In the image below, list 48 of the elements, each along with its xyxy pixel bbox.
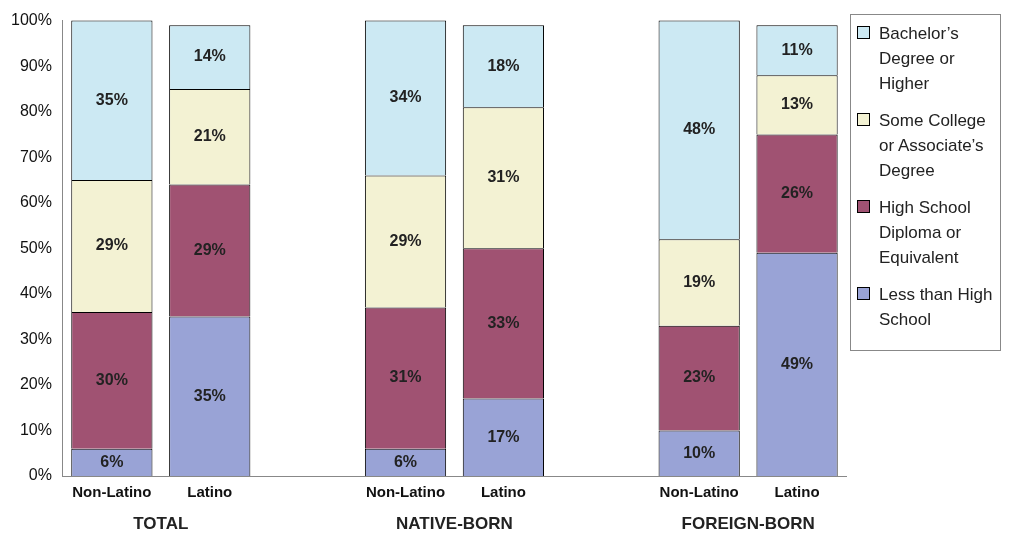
x-tick-label: Non-Latino	[659, 483, 739, 501]
data-label: 19%	[683, 272, 716, 290]
data-label: 29%	[193, 240, 226, 258]
data-label: 31%	[389, 368, 422, 386]
data-label: 10%	[683, 443, 716, 461]
y-tick-label: 80%	[19, 102, 52, 120]
data-label: 6%	[100, 452, 124, 470]
data-label: 49%	[781, 354, 814, 372]
legend-label: Less than High School	[879, 284, 994, 331]
data-label: 18%	[487, 56, 520, 74]
y-tick-label: 0%	[28, 466, 52, 484]
y-tick-label: 30%	[19, 329, 52, 347]
data-label: 35%	[193, 386, 226, 404]
text: FOREIGN-BORN	[681, 513, 815, 533]
data-label: 29%	[95, 236, 128, 254]
x-tick-label: Non-Latino	[72, 483, 152, 501]
legend-label: High School Diploma or Equivalent	[879, 197, 972, 269]
data-label: 11%	[781, 40, 813, 58]
data-label: 30%	[95, 370, 128, 388]
text: NATIVE-BORN	[396, 513, 513, 533]
data-label: 13%	[781, 95, 814, 113]
x-tick-label: Latino	[187, 483, 233, 501]
x-tick-label: Non-Latino	[365, 483, 446, 501]
data-label: 14%	[193, 47, 226, 65]
y-tick-label: 60%	[19, 193, 52, 211]
data-label: 23%	[683, 368, 716, 386]
data-label: 31%	[487, 168, 520, 186]
data-label: 29%	[389, 231, 422, 249]
y-tick-label: 100%	[11, 11, 52, 29]
text: TOTAL	[133, 513, 189, 533]
y-tick-label: 10%	[19, 420, 52, 438]
data-label: 34%	[389, 88, 422, 106]
legend-label: Bachelor’s Degree or Higher	[879, 23, 960, 95]
data-label: 48%	[683, 120, 716, 138]
y-tick-label: 50%	[19, 238, 52, 256]
y-tick-label: 90%	[19, 56, 52, 74]
y-tick-label: 70%	[19, 147, 52, 165]
data-label: 35%	[95, 90, 128, 108]
legend-label: Some College or Associate’s Degree	[879, 110, 987, 182]
data-label: 21%	[193, 127, 226, 145]
data-label: 6%	[393, 452, 418, 470]
data-label: 33%	[487, 313, 520, 331]
data-label: 26%	[781, 184, 814, 202]
x-tick-label: Latino	[774, 483, 820, 501]
data-label: 17%	[487, 427, 520, 445]
y-tick-label: 20%	[19, 375, 52, 393]
x-tick-label: Latino	[480, 483, 526, 501]
y-tick-label: 40%	[19, 284, 52, 302]
